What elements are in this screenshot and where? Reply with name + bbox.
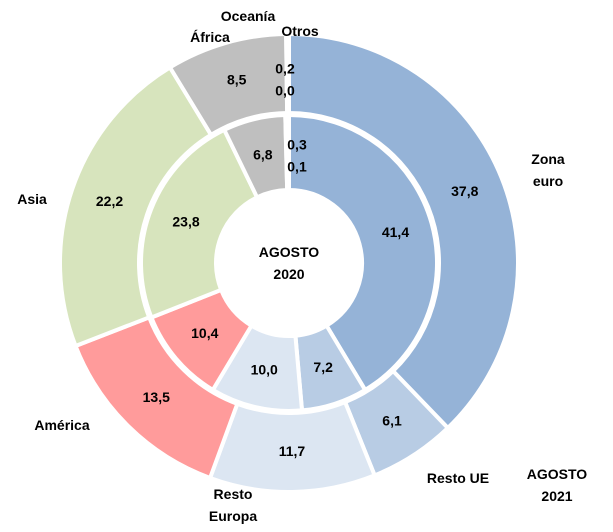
- category-label: Asia: [17, 191, 47, 207]
- data-label: 0,3: [287, 137, 307, 153]
- data-label: 0,0: [275, 83, 295, 99]
- category-label: Resto Europa: [208, 486, 258, 524]
- data-label: 6,1: [382, 413, 402, 429]
- category-label: Otros: [281, 23, 319, 39]
- category-label: África: [190, 29, 230, 45]
- data-label: 11,7: [279, 443, 306, 459]
- donut-slice: [58, 64, 214, 349]
- data-label: 37,8: [451, 183, 478, 199]
- data-label: 10,0: [251, 361, 278, 377]
- data-label: 41,4: [382, 224, 409, 240]
- data-label: 6,8: [253, 146, 273, 162]
- donut-slice: [139, 127, 260, 321]
- data-label: 8,5: [227, 72, 247, 88]
- data-label: 10,4: [191, 325, 218, 341]
- series-label: AGOSTO 2020: [258, 244, 320, 282]
- data-label: 23,8: [172, 214, 199, 230]
- data-label: 13,5: [143, 389, 170, 405]
- category-label: Zona euro: [531, 151, 565, 189]
- data-label: 22,2: [96, 193, 123, 209]
- series-label: AGOSTO 2021: [526, 466, 588, 504]
- category-label: Oceanía: [220, 8, 276, 24]
- donut-slice: [287, 31, 520, 431]
- donut-slice: [287, 112, 439, 393]
- data-label: 0,2: [275, 61, 295, 77]
- category-label: América: [34, 417, 90, 433]
- category-label: Resto UE: [426, 470, 490, 486]
- donut-slice: [286, 112, 291, 193]
- data-label: 7,2: [313, 359, 333, 375]
- data-label: 0,1: [287, 159, 307, 175]
